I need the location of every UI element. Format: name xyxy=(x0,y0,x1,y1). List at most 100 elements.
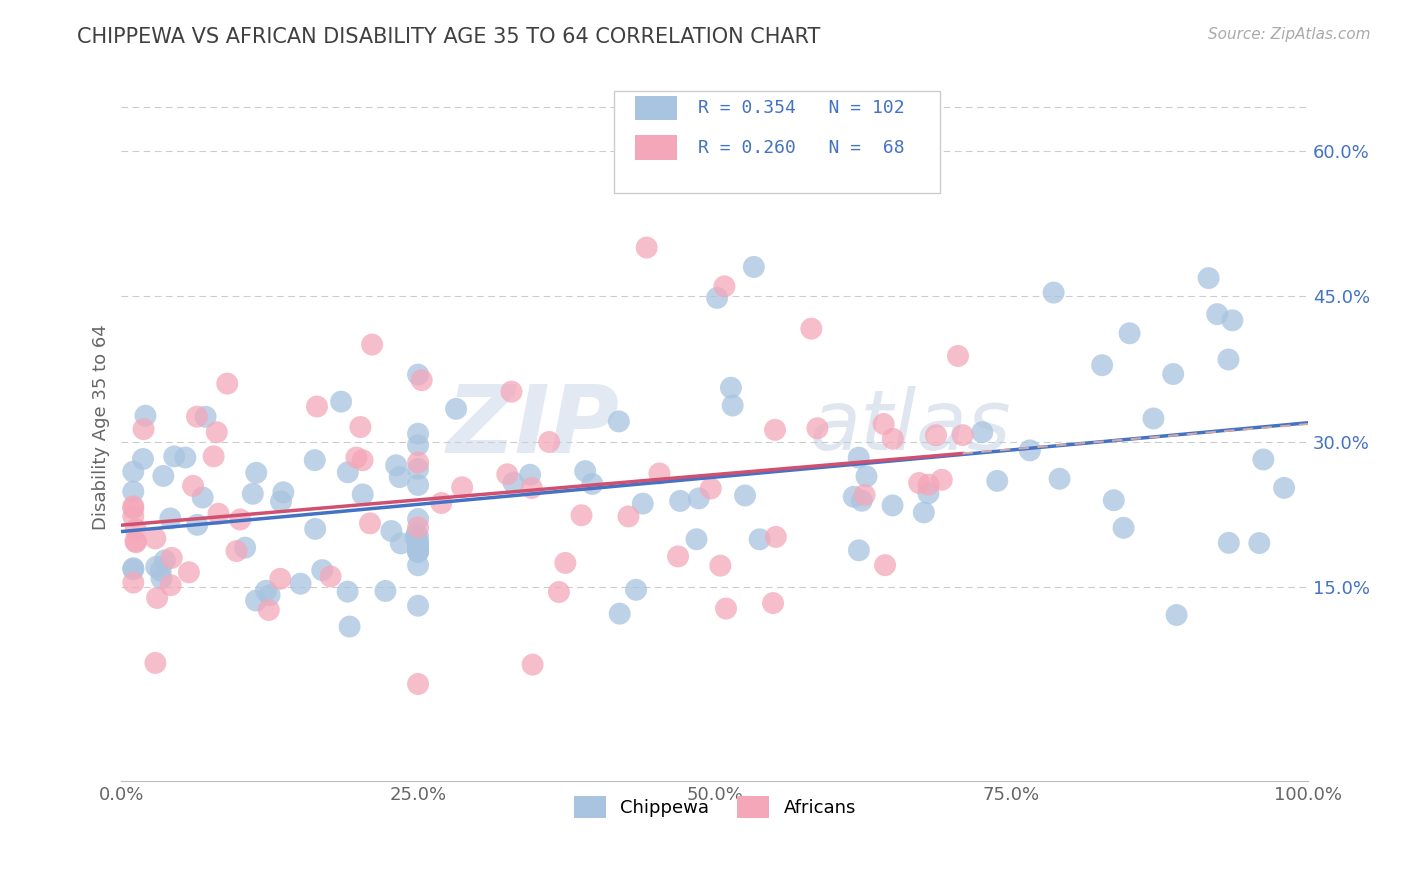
Point xyxy=(352,487,374,501)
Point xyxy=(160,550,183,565)
Point xyxy=(273,485,295,500)
Point xyxy=(202,450,225,464)
Point xyxy=(406,536,429,550)
Point xyxy=(405,531,427,545)
Point xyxy=(406,540,429,554)
Point xyxy=(848,450,870,465)
Point xyxy=(406,438,429,452)
Point xyxy=(1206,307,1229,321)
Point xyxy=(149,564,172,578)
Point xyxy=(986,474,1008,488)
Point xyxy=(406,529,429,543)
Point xyxy=(150,571,173,585)
Point xyxy=(1253,452,1275,467)
Point xyxy=(855,469,877,483)
Point xyxy=(444,401,467,416)
Point xyxy=(380,524,402,538)
Point xyxy=(554,556,576,570)
Point xyxy=(124,534,146,549)
Point xyxy=(311,563,333,577)
Point xyxy=(581,477,603,491)
Text: Source: ZipAtlas.com: Source: ZipAtlas.com xyxy=(1208,27,1371,42)
Point xyxy=(1102,493,1125,508)
Point xyxy=(145,656,167,670)
Point xyxy=(304,522,326,536)
Point xyxy=(800,321,823,335)
Point xyxy=(502,475,524,490)
Point xyxy=(1249,536,1271,550)
Point xyxy=(389,536,412,550)
Point xyxy=(359,516,381,531)
Point xyxy=(519,467,541,482)
Point xyxy=(720,381,742,395)
Point xyxy=(430,496,453,510)
Point xyxy=(700,482,723,496)
Point xyxy=(742,260,765,274)
Point xyxy=(122,500,145,514)
Point xyxy=(451,480,474,494)
Point xyxy=(917,486,939,500)
Point xyxy=(522,657,544,672)
Point xyxy=(607,414,630,428)
Text: R = 0.354   N = 102: R = 0.354 N = 102 xyxy=(697,99,904,117)
Point xyxy=(631,497,654,511)
Point xyxy=(1222,313,1244,327)
Point xyxy=(361,337,384,351)
Point xyxy=(666,549,689,564)
Point xyxy=(872,417,894,431)
Point xyxy=(908,475,931,490)
Point xyxy=(952,428,974,442)
Point xyxy=(669,494,692,508)
Point xyxy=(853,488,876,502)
Point xyxy=(624,582,647,597)
Point xyxy=(406,535,429,549)
Point xyxy=(159,578,181,592)
FancyBboxPatch shape xyxy=(614,91,941,194)
Point xyxy=(406,426,429,441)
Point xyxy=(912,505,935,519)
Point xyxy=(406,677,429,691)
Point xyxy=(122,465,145,479)
Point xyxy=(229,512,252,526)
Point xyxy=(765,530,787,544)
Point xyxy=(336,584,359,599)
Point xyxy=(174,450,197,465)
Point xyxy=(125,535,148,549)
Point xyxy=(257,603,280,617)
Point xyxy=(1042,285,1064,300)
Point xyxy=(207,507,229,521)
Point xyxy=(385,458,408,473)
Point xyxy=(352,453,374,467)
Point xyxy=(217,376,239,391)
Point xyxy=(734,488,756,502)
Point xyxy=(762,596,785,610)
Point xyxy=(194,409,217,424)
Point xyxy=(571,508,593,523)
Point xyxy=(245,466,267,480)
Y-axis label: Disability Age 35 to 64: Disability Age 35 to 64 xyxy=(93,324,110,530)
Point xyxy=(406,558,429,573)
Point xyxy=(1166,607,1188,622)
Point xyxy=(406,545,429,559)
Point xyxy=(191,491,214,505)
Point xyxy=(842,490,865,504)
Point xyxy=(122,509,145,524)
Point xyxy=(245,593,267,607)
Point xyxy=(143,532,166,546)
Point xyxy=(406,599,429,613)
Point xyxy=(1218,352,1240,367)
Point xyxy=(336,465,359,479)
Point xyxy=(972,425,994,440)
Bar xyxy=(636,136,676,160)
Point xyxy=(721,399,744,413)
Point xyxy=(159,511,181,525)
Point xyxy=(501,384,523,399)
Point xyxy=(254,583,277,598)
Point xyxy=(304,453,326,467)
Point xyxy=(763,423,786,437)
Point xyxy=(636,241,658,255)
Point xyxy=(122,501,145,516)
Point xyxy=(177,566,200,580)
Point xyxy=(1272,481,1295,495)
Point xyxy=(714,601,737,615)
